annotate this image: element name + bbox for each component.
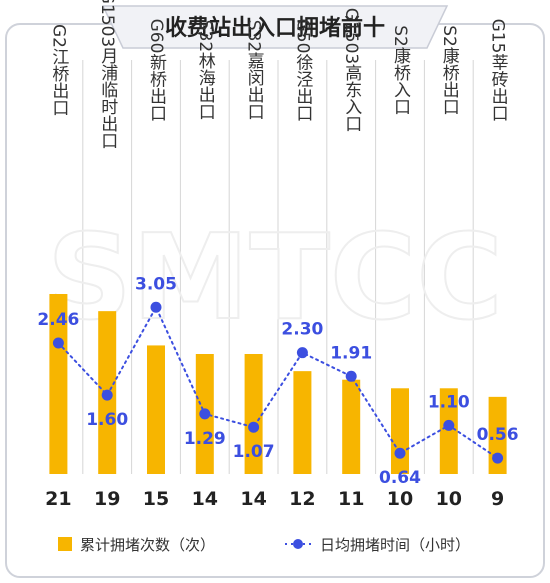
legend-line-label: 日均拥堵时间（小时） (320, 536, 470, 554)
hours-point (492, 452, 504, 464)
watermark-text: SMTCC (47, 208, 503, 346)
hours-label: 2.30 (281, 320, 323, 340)
hours-label: 1.29 (184, 429, 226, 449)
bar (439, 388, 458, 474)
legend-bar-swatch (58, 537, 72, 551)
hours-point (248, 421, 260, 433)
hours-label: 1.10 (428, 392, 470, 412)
hours-point (150, 301, 162, 313)
category-label: S32嘉闵出口 (244, 20, 265, 120)
category-label: G1503月浦临时出口 (97, 0, 118, 149)
bar (244, 354, 263, 474)
hours-label: 1.60 (86, 410, 128, 430)
hours-label: 3.05 (135, 274, 177, 294)
count-label: 14 (192, 488, 218, 510)
hours-point (199, 408, 211, 420)
category-label: G60新桥出口 (146, 19, 167, 122)
hours-label: 2.46 (37, 310, 79, 330)
category-label: G2江桥出口 (48, 24, 69, 116)
hours-label: 1.91 (330, 343, 372, 363)
chart-title: 收费站出入口拥堵前十 (165, 15, 385, 41)
hours-point (443, 419, 455, 431)
category-label: S2康桥出口 (439, 25, 460, 115)
hours-label: 1.07 (233, 442, 275, 462)
bar (293, 371, 312, 474)
legend-bar-label: 累计拥堵次数（次） (80, 536, 215, 554)
legend: 累计拥堵次数（次） 日均拥堵时间（小时） (58, 536, 470, 554)
bar (147, 345, 165, 474)
count-label: 14 (240, 488, 266, 510)
count-label: 10 (436, 488, 462, 510)
count-label: 15 (143, 488, 169, 510)
count-label: 12 (289, 488, 315, 510)
title-banner-shape (101, 5, 449, 49)
hours-point (345, 370, 357, 382)
hours-label: 0.56 (477, 425, 519, 445)
category-label: S32林海出口 (195, 20, 216, 120)
hours-line (57, 305, 499, 460)
hours-point (52, 337, 64, 349)
bar (342, 379, 361, 474)
title-banner: 收费站出入口拥堵前十 (101, 5, 449, 49)
bar (49, 294, 68, 474)
count-label: 11 (338, 488, 364, 510)
legend-line-marker (293, 539, 303, 549)
count-label: 19 (94, 488, 120, 510)
count-label: 10 (387, 488, 413, 510)
hours-point (296, 347, 308, 359)
hours-point (394, 447, 406, 459)
bar (391, 388, 409, 474)
category-label: S2康桥入口 (390, 25, 411, 115)
category-label: G15莘砖出口 (488, 19, 509, 122)
category-label: G50徐泾出口 (292, 19, 313, 122)
count-label: 21 (45, 488, 71, 510)
hours-point (101, 389, 113, 401)
category-label: G1503高东入口 (341, 8, 362, 132)
hours-label: 0.64 (379, 468, 421, 488)
count-label: 9 (491, 488, 504, 510)
